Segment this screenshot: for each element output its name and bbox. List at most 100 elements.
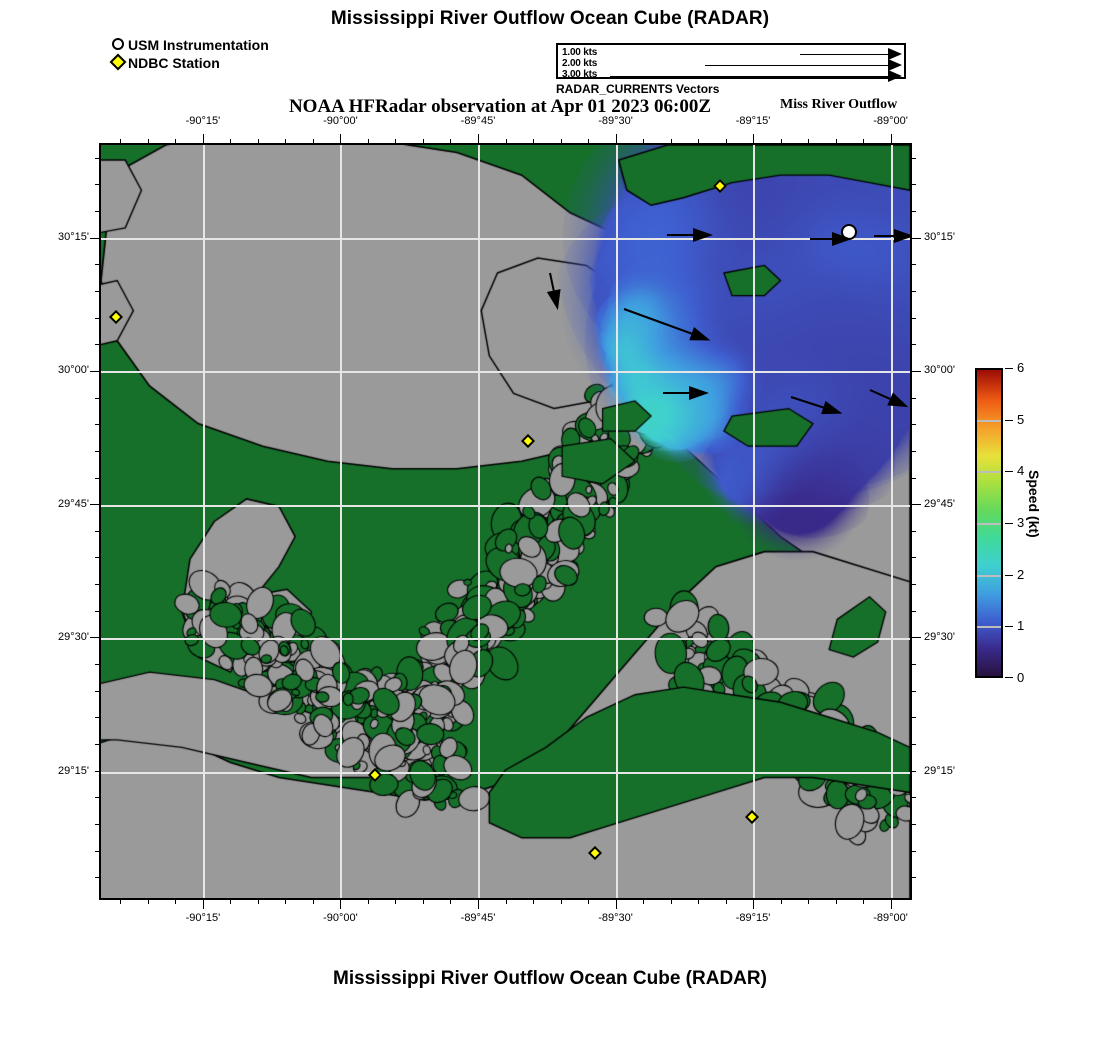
- y-axis-label-right: 29°15': [924, 765, 955, 778]
- y-axis-label-left: 29°45': [58, 497, 89, 510]
- y-axis-label-right: 29°30': [924, 631, 955, 644]
- y-axis-minor-tick: [95, 824, 101, 826]
- legend-item-usm-label: USM Instrumentation: [128, 37, 269, 53]
- arrow-shaft: [663, 391, 690, 394]
- y-axis-minor-tick: [95, 157, 101, 159]
- y-axis-minor-tick: [910, 877, 916, 879]
- y-axis-minor-tick: [95, 290, 101, 292]
- y-axis-minor-tick: [95, 584, 101, 586]
- colorbar-title: Speed (kt): [1026, 470, 1042, 538]
- x-axis-minor-tick: [725, 898, 727, 904]
- vector-scale-label: 1.00 kts: [562, 47, 598, 58]
- x-axis-minor-tick: [588, 898, 590, 904]
- y-axis-minor-tick: [910, 530, 916, 532]
- x-axis-minor-tick: [505, 898, 507, 904]
- x-axis-minor-tick: [285, 898, 287, 904]
- colorbar-tick: [1005, 523, 1013, 524]
- y-axis-minor-tick: [95, 797, 101, 799]
- y-axis-minor-tick: [910, 344, 916, 346]
- vector-arrowhead-icon: [888, 70, 902, 82]
- x-axis-minor-tick: [533, 139, 534, 145]
- x-axis-minor-tick: [808, 898, 810, 904]
- x-axis-label-top: -89°00': [873, 115, 908, 127]
- x-axis-minor-tick: [780, 898, 782, 904]
- x-axis-label-top: -89°45': [460, 115, 496, 127]
- colorbar-tick: [1005, 574, 1013, 576]
- vector-scale-row: 1.00 kts: [558, 47, 904, 60]
- arrow-shaft: [873, 235, 894, 238]
- x-axis-minor-tick: [698, 898, 700, 904]
- gridline-vertical: [753, 145, 756, 898]
- x-axis-major-tick: [615, 134, 617, 145]
- x-axis-minor-tick: [560, 139, 562, 145]
- x-axis-minor-tick: [835, 139, 837, 145]
- x-axis-minor-tick: [505, 139, 507, 145]
- colorbar-inner-tick: [977, 626, 1001, 629]
- x-axis-minor-tick: [588, 139, 590, 145]
- y-axis-minor-tick: [95, 690, 101, 692]
- x-axis-minor-tick: [780, 139, 782, 145]
- y-axis-minor-tick: [910, 744, 916, 746]
- y-axis-minor-tick: [910, 157, 916, 159]
- y-axis-minor-tick: [95, 770, 101, 772]
- x-axis-minor-tick: [643, 139, 645, 145]
- y-axis-minor-tick: [95, 477, 101, 479]
- y-axis-minor-tick: [910, 477, 916, 479]
- x-axis-minor-tick: [422, 898, 424, 904]
- colorbar-inner-tick: [977, 419, 1001, 422]
- x-axis-minor-tick: [147, 139, 149, 145]
- x-axis-minor-tick: [120, 898, 122, 904]
- vector-scale-row: 3.00 kts: [558, 69, 904, 82]
- y-axis-label-right: 29°45': [924, 497, 955, 510]
- x-axis-major-tick: [615, 898, 617, 909]
- page-title: Mississippi River Outflow Ocean Cube (RA…: [330, 8, 770, 29]
- y-axis-minor-tick: [95, 610, 101, 612]
- gridline-horizontal: [101, 237, 910, 240]
- y-axis-minor-tick: [95, 210, 101, 212]
- colorbar-tick: [1005, 368, 1013, 369]
- dataset-label: Miss River Outflow: [780, 97, 898, 112]
- y-axis-minor-tick: [910, 450, 916, 452]
- x-axis-major-tick: [340, 898, 342, 909]
- gridline-horizontal: [101, 638, 910, 641]
- x-axis-major-tick: [477, 898, 479, 909]
- x-axis-minor-tick: [285, 139, 287, 145]
- usm-circle-icon: [110, 36, 128, 54]
- x-axis-minor-tick: [450, 139, 452, 145]
- y-axis-major-tick: [910, 237, 921, 239]
- colorbar-tick-label: 2: [1017, 566, 1025, 582]
- colorbar-tick-label: 3: [1017, 515, 1025, 530]
- arrow-shaft: [809, 238, 832, 241]
- x-axis-minor-tick: [230, 139, 232, 145]
- map-plot-area[interactable]: [99, 143, 912, 900]
- arrow-head-icon: [689, 385, 710, 400]
- colorbar-tick-label: 1: [1017, 618, 1025, 634]
- y-axis-minor-tick: [95, 664, 101, 666]
- colorbar: 0 1 2 3 4 5 6: [975, 360, 1024, 685]
- gridline-vertical: [890, 145, 893, 898]
- x-axis-minor-tick: [643, 898, 645, 904]
- y-axis-minor-tick: [95, 557, 101, 559]
- y-axis-minor-tick: [910, 717, 916, 719]
- x-axis-label-top: -90°15': [185, 115, 221, 127]
- x-axis-minor-tick: [395, 898, 397, 904]
- y-axis-label-left: 29°15': [58, 765, 89, 778]
- x-axis-minor-tick: [450, 898, 452, 904]
- y-axis-minor-tick: [910, 824, 916, 826]
- legend-item-ndbc: NDBC Station: [109, 53, 269, 72]
- x-axis-label-top: -90°00': [323, 115, 358, 127]
- x-axis-major-tick: [753, 134, 755, 145]
- x-axis-label-bottom: -89°30': [598, 912, 633, 924]
- x-axis-label-bottom: -89°45': [460, 912, 496, 924]
- vector-shaft: [610, 76, 890, 77]
- y-axis-label-right: 30°00': [924, 363, 955, 376]
- x-axis-major-tick: [890, 898, 892, 909]
- y-axis-minor-tick: [95, 424, 101, 426]
- x-axis-major-tick: [753, 898, 755, 909]
- observation-title: NOAA HFRadar observation at Apr 01 2023 …: [288, 96, 712, 117]
- x-axis-minor-tick: [257, 139, 259, 145]
- x-axis-minor-tick: [175, 898, 177, 904]
- vector-shaft: [705, 65, 890, 66]
- arrow-shaft: [667, 233, 694, 236]
- arrow-head-icon: [693, 227, 714, 242]
